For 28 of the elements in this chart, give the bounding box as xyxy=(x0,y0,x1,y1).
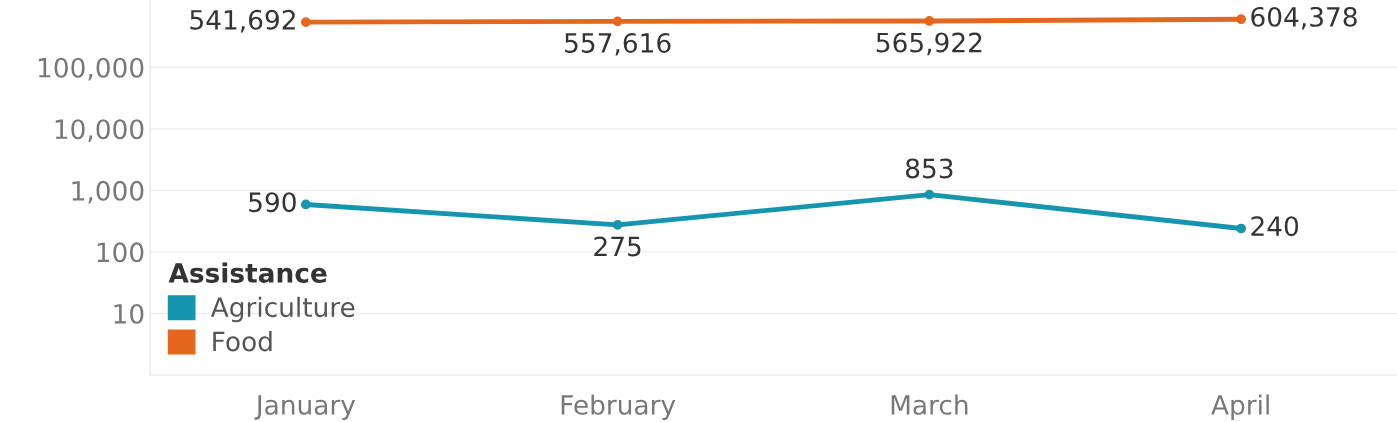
x-tick-label: April xyxy=(1211,394,1269,420)
point xyxy=(924,189,935,200)
y-tick-label: 1,000 xyxy=(72,180,144,204)
point xyxy=(301,17,311,27)
x-tick-label: March xyxy=(891,394,968,415)
y-tick-label: 100 xyxy=(97,242,144,263)
data-label: 565,922 xyxy=(876,32,982,56)
x-tick-label: February xyxy=(561,394,676,420)
y-tick-label: 10,000 xyxy=(55,119,144,142)
y-tick-label: 10 xyxy=(114,303,144,324)
point xyxy=(612,16,623,27)
data-label: 590 xyxy=(249,192,296,213)
point xyxy=(1236,223,1246,234)
x-tick-label: January xyxy=(254,395,356,420)
data-label: 275 xyxy=(594,236,641,257)
legend-title: Assistance xyxy=(168,262,327,283)
point xyxy=(924,16,935,26)
legend-label: Food xyxy=(213,330,272,352)
point xyxy=(301,199,311,210)
point xyxy=(1236,14,1246,25)
data-label: 853 xyxy=(905,158,953,179)
data-label: 240 xyxy=(1251,216,1299,237)
y-tick-label: 100,000 xyxy=(38,57,144,81)
legend-label: Agriculture xyxy=(210,296,355,323)
point xyxy=(612,220,623,230)
data-label: 604,378 xyxy=(1251,6,1357,30)
data-label: 541,692 xyxy=(190,9,295,33)
data-label: 557,616 xyxy=(565,32,671,56)
